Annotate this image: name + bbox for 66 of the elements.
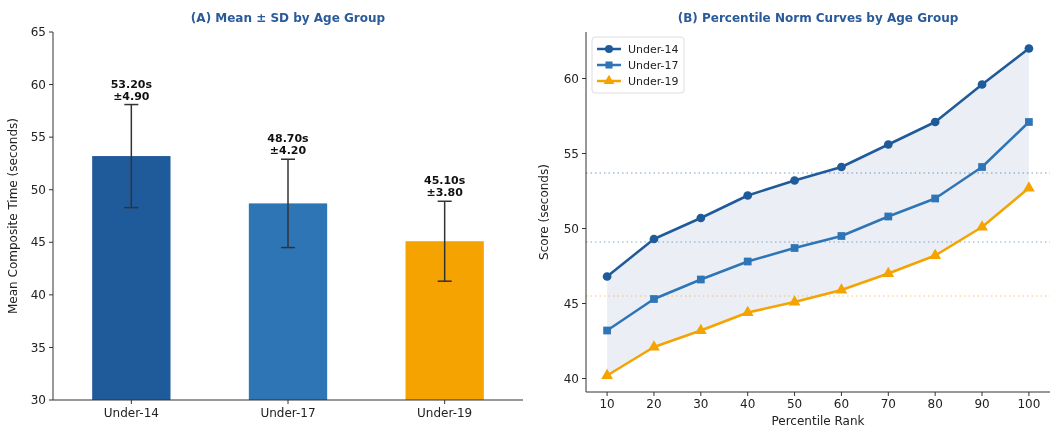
x-tick-label: 70: [880, 397, 896, 411]
point: [743, 191, 753, 200]
point: [741, 305, 754, 316]
y-tick-label: 50: [30, 182, 46, 197]
point: [603, 326, 611, 335]
point: [884, 212, 893, 221]
y-tick-label: 40: [30, 288, 46, 303]
legend-label: Under-17: [628, 58, 679, 72]
point: [790, 244, 799, 252]
annotation: 53.20s ±4.90: [110, 77, 153, 103]
point: [648, 340, 660, 351]
y-tick-label: 65: [30, 25, 46, 40]
annotation: 48.70s ±4.20: [267, 132, 310, 158]
y-tick-label: 60: [563, 71, 579, 86]
x-tick-label: Under-14: [103, 406, 159, 420]
point: [790, 176, 799, 185]
y-tick-label: 45: [30, 235, 46, 250]
point: [931, 194, 940, 203]
point: [977, 80, 987, 89]
point: [694, 323, 707, 334]
x-tick-label: 60: [833, 397, 850, 411]
y-tick-label: 55: [30, 130, 46, 145]
x-axis-title: Percentile Rank: [771, 414, 865, 428]
point: [649, 234, 659, 244]
point: [837, 162, 846, 172]
x-tick-label: Under-19: [417, 406, 473, 420]
x-tick-label: Under-17: [260, 406, 316, 420]
x-tick-label: 40: [740, 397, 756, 411]
y-tick-label: 60: [30, 77, 46, 92]
point: [837, 232, 846, 240]
point: [650, 295, 658, 303]
point: [835, 283, 848, 294]
point: [978, 163, 986, 171]
y-tick-label: 50: [563, 221, 579, 236]
x-tick-label: 90: [974, 397, 990, 411]
x-tick-label: 10: [599, 397, 615, 411]
point: [696, 213, 706, 223]
y-tick-label: 35: [30, 340, 46, 355]
point: [788, 295, 801, 306]
annotation: 45.10s ±3.80: [423, 174, 466, 200]
point: [882, 266, 895, 277]
chart-title: (B) Percentile Norm Curves by Age Group: [677, 11, 959, 25]
x-tick-label: 50: [786, 397, 803, 411]
y-tick-label: 55: [563, 146, 579, 161]
y-axis-title: Mean Composite Time (seconds): [6, 118, 20, 314]
chart-title: (A) Mean ± SD by Age Group: [190, 11, 386, 25]
x-tick-label: 100: [1017, 397, 1041, 411]
point: [929, 248, 942, 259]
x-tick-label: 80: [927, 397, 943, 411]
point: [602, 272, 612, 281]
x-tick-label: 20: [646, 397, 662, 411]
point: [1024, 44, 1034, 53]
y-axis-title: Score (seconds): [537, 164, 551, 260]
legend-label: Under-19: [628, 74, 679, 88]
legend-label: Under-14: [628, 42, 679, 56]
point: [883, 140, 893, 149]
point: [743, 257, 752, 266]
y-tick-label: 45: [563, 296, 579, 311]
point: [976, 220, 988, 231]
point: [1025, 118, 1033, 126]
y-tick-label: 40: [563, 371, 579, 386]
point: [1023, 181, 1035, 192]
point: [930, 117, 940, 127]
point: [696, 275, 705, 284]
x-tick-label: 30: [693, 397, 709, 411]
point: [601, 368, 613, 379]
